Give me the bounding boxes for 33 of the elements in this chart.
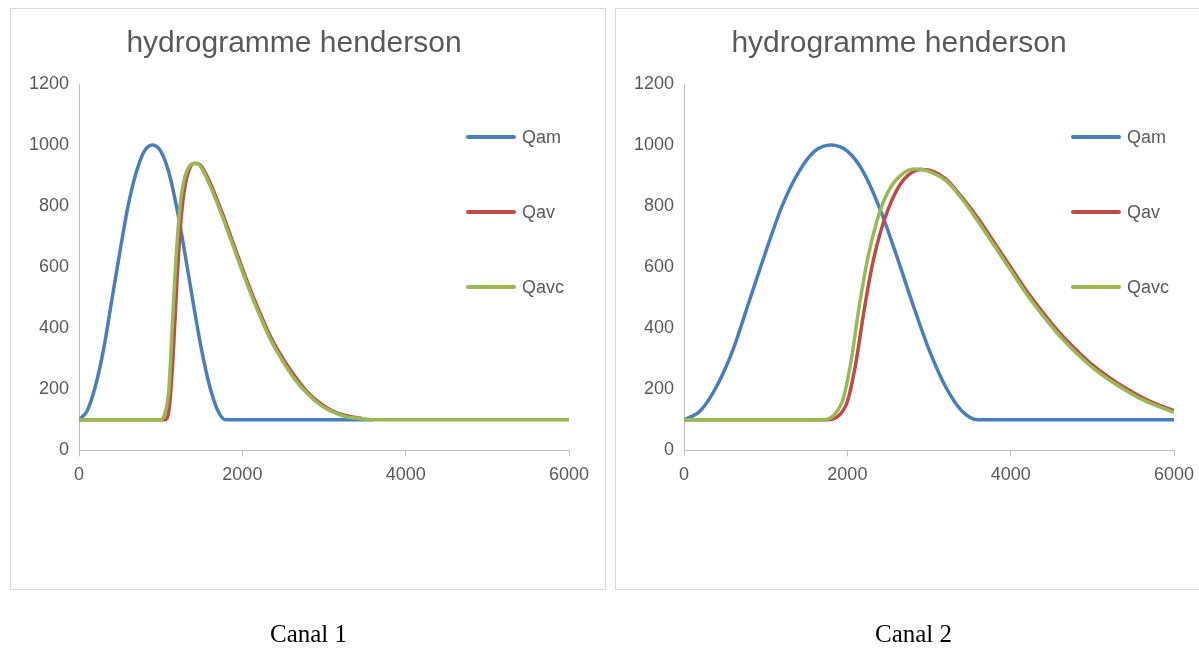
y-tick-label: 1200 — [634, 72, 675, 93]
legend-label: Qav — [522, 201, 556, 223]
chart-title: hydrogramme henderson — [126, 25, 462, 59]
line-series — [79, 161, 569, 422]
legend-label: Qavc — [1127, 276, 1170, 298]
y-tick-label: 400 — [39, 317, 70, 338]
text: Canal 1 — [268, 620, 349, 648]
y-tick-label: 200 — [39, 378, 70, 399]
x-tick-label: 0 — [74, 464, 85, 485]
legend-label: Qavc — [522, 276, 565, 298]
x-tick-label: 6000 — [548, 464, 590, 485]
x-tick-label: 2000 — [827, 464, 868, 485]
y-tick-label: 1000 — [29, 134, 70, 155]
y-tick-label: 800 — [644, 195, 675, 216]
y-tick-label: 200 — [644, 378, 675, 399]
y-tick-label: 600 — [39, 256, 70, 277]
y-tick-label: 800 — [39, 195, 70, 216]
y-tick-label: 400 — [644, 317, 675, 338]
x-tick-label: 2000 — [222, 464, 263, 485]
chart-title: hydrogramme henderson — [731, 25, 1067, 59]
y-tick-label: 0 — [664, 439, 675, 460]
y-tick-label: 1000 — [634, 134, 675, 155]
x-tick-label: 4000 — [385, 464, 426, 485]
text: Canal 2 — [873, 620, 954, 648]
y-tick-label: 600 — [644, 256, 675, 277]
y-tick-label: 0 — [59, 439, 70, 460]
x-tick-label: 6000 — [1153, 464, 1195, 485]
legend-label: Qam — [522, 126, 562, 148]
x-tick-label: 4000 — [990, 464, 1031, 485]
y-tick-label: 1200 — [29, 72, 70, 93]
legend-label: Qam — [1127, 126, 1167, 148]
x-tick-label: 0 — [679, 464, 690, 485]
legend-label: Qav — [1127, 201, 1161, 223]
